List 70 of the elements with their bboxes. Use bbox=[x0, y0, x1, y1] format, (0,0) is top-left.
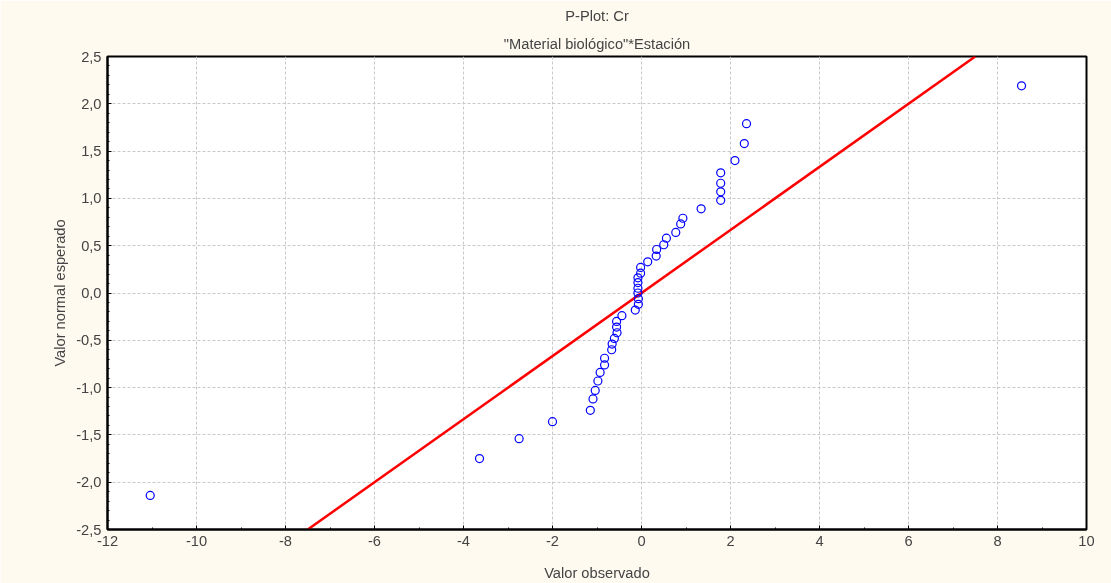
point bbox=[609, 333, 619, 343]
y-tick-label: 2,0 bbox=[81, 95, 102, 112]
y-tick-label: 0,0 bbox=[81, 285, 102, 301]
point bbox=[633, 288, 643, 298]
point bbox=[617, 311, 627, 321]
point bbox=[611, 316, 622, 326]
point bbox=[514, 434, 524, 444]
y-tick-label: -2,0 bbox=[76, 474, 102, 491]
point bbox=[607, 339, 617, 349]
point bbox=[651, 251, 661, 261]
chart-title: P-Plot: Cr bbox=[565, 7, 629, 24]
x-tick-label: -8 bbox=[278, 532, 293, 549]
point bbox=[676, 219, 686, 229]
point bbox=[739, 138, 749, 149]
point bbox=[636, 268, 646, 278]
point bbox=[633, 299, 643, 309]
x-tick-label: -2 bbox=[545, 532, 560, 549]
point bbox=[696, 204, 706, 214]
point bbox=[590, 385, 600, 396]
x-tick-label: -10 bbox=[185, 532, 208, 549]
y-tick-label: 1,0 bbox=[81, 190, 102, 207]
point bbox=[547, 417, 558, 427]
y-tick-label: -1,0 bbox=[76, 379, 102, 396]
point bbox=[716, 168, 726, 178]
point bbox=[611, 322, 622, 332]
chart-subtitle: "Material biológico"*Estación bbox=[503, 35, 691, 52]
x-tick-label: -4 bbox=[456, 532, 471, 549]
x-tick-label: 10 bbox=[1078, 532, 1095, 549]
point bbox=[612, 328, 622, 338]
point bbox=[593, 376, 603, 386]
point bbox=[633, 283, 643, 293]
point bbox=[585, 405, 595, 415]
point bbox=[588, 394, 598, 404]
point bbox=[716, 187, 726, 197]
point bbox=[599, 360, 610, 370]
point bbox=[659, 240, 669, 250]
point bbox=[474, 453, 485, 464]
y-tick-label: -1,5 bbox=[76, 426, 102, 443]
point bbox=[630, 305, 640, 315]
point bbox=[671, 227, 681, 238]
y-axis-title: Valor normal esperado bbox=[52, 219, 69, 367]
point bbox=[741, 119, 752, 129]
point bbox=[633, 294, 643, 304]
y-tick-label: -2,5 bbox=[76, 521, 102, 538]
point bbox=[595, 367, 605, 378]
point bbox=[716, 178, 726, 188]
point bbox=[678, 213, 688, 223]
point bbox=[643, 257, 653, 267]
x-tick-label: -6 bbox=[367, 532, 382, 549]
x-tick-label: 4 bbox=[815, 532, 824, 549]
point bbox=[145, 490, 155, 501]
x-tick-label: 6 bbox=[904, 532, 913, 549]
point bbox=[652, 244, 662, 255]
point bbox=[730, 155, 740, 166]
y-tick-label: 2,5 bbox=[81, 48, 102, 65]
y-tick-label: -0,5 bbox=[76, 332, 102, 349]
point bbox=[716, 195, 726, 205]
x-tick-label: 8 bbox=[993, 532, 1002, 549]
x-axis-title: Valor observado bbox=[544, 564, 650, 581]
point bbox=[599, 353, 610, 363]
x-tick-label: 0 bbox=[637, 532, 646, 549]
point bbox=[607, 345, 617, 355]
point bbox=[633, 273, 643, 283]
point bbox=[633, 278, 643, 288]
point bbox=[1016, 81, 1027, 91]
point bbox=[661, 233, 672, 243]
y-tick-label: 0,5 bbox=[81, 237, 102, 254]
y-tick-label: 1,5 bbox=[81, 143, 102, 160]
x-tick-label: 2 bbox=[726, 532, 735, 549]
point bbox=[636, 262, 646, 273]
